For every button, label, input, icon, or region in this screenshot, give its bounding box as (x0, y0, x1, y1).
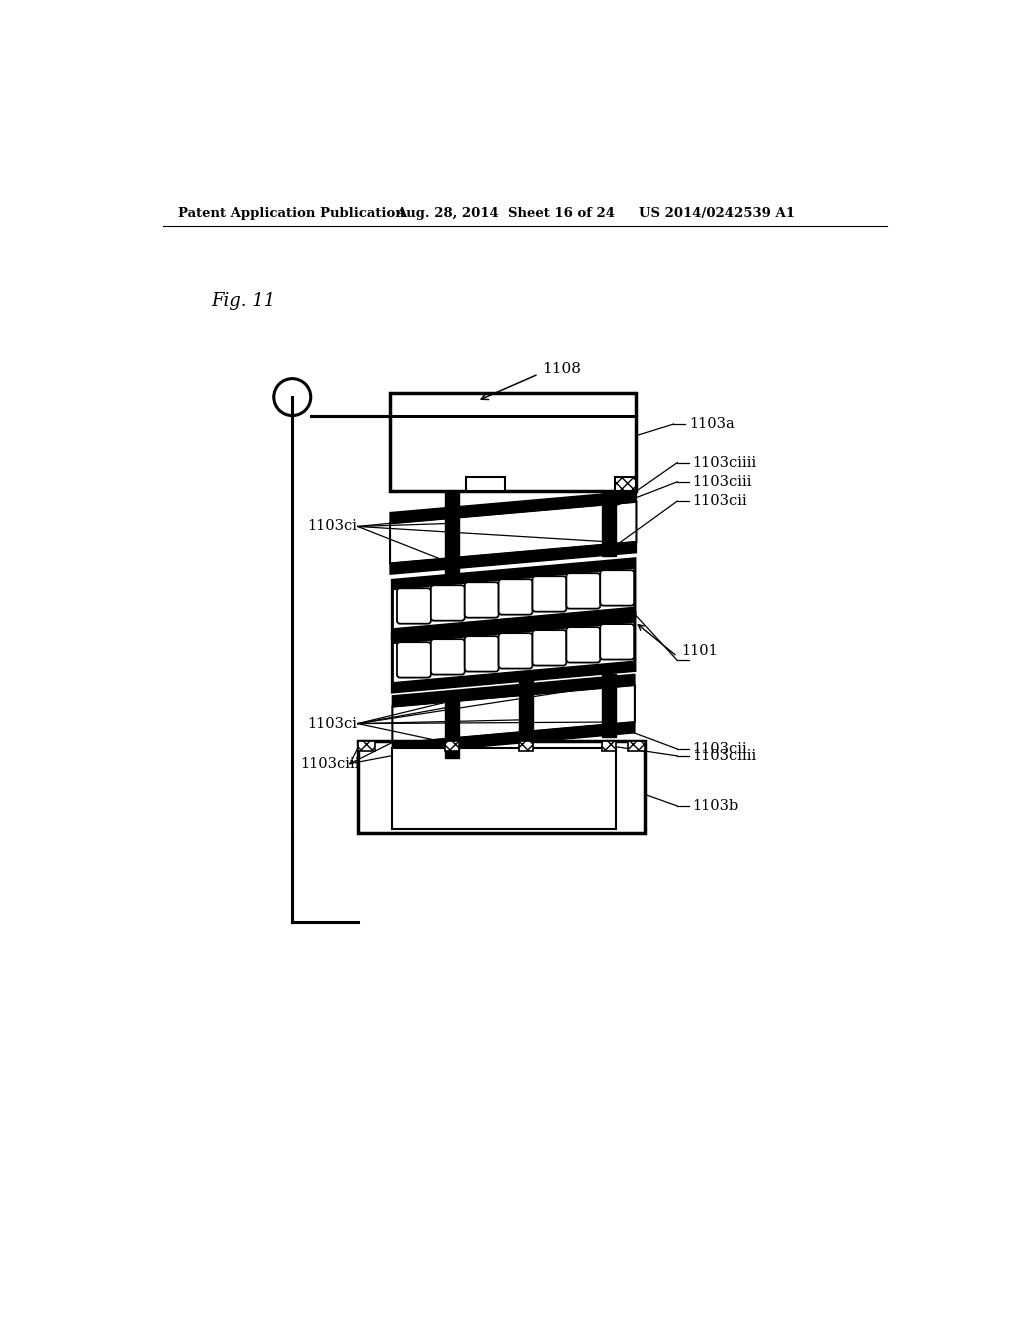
Text: 1103ciii: 1103ciii (300, 756, 359, 771)
Bar (519, 675, 534, 737)
Text: 1103b: 1103b (692, 799, 739, 813)
Text: Fig. 11: Fig. 11 (211, 292, 275, 310)
Bar (602, 741, 615, 751)
Text: Patent Application Publication: Patent Application Publication (178, 207, 406, 220)
Text: 1108: 1108 (543, 362, 582, 376)
Bar (444, 696, 459, 758)
FancyBboxPatch shape (566, 573, 600, 609)
FancyBboxPatch shape (397, 643, 431, 677)
Text: Aug. 28, 2014  Sheet 16 of 24: Aug. 28, 2014 Sheet 16 of 24 (396, 207, 615, 220)
Polygon shape (392, 661, 635, 692)
FancyBboxPatch shape (499, 579, 532, 615)
Polygon shape (392, 722, 635, 755)
Text: 1103ciiii: 1103ciiii (692, 748, 757, 763)
Polygon shape (392, 612, 635, 644)
FancyBboxPatch shape (397, 589, 431, 624)
FancyBboxPatch shape (431, 639, 465, 675)
Bar (444, 491, 459, 578)
FancyBboxPatch shape (465, 582, 499, 618)
Bar (614, 478, 637, 491)
Polygon shape (390, 543, 637, 574)
Bar (628, 741, 645, 751)
Text: 1103ciii: 1103ciii (692, 475, 753, 488)
Polygon shape (392, 558, 635, 638)
Bar (357, 741, 375, 751)
FancyBboxPatch shape (532, 630, 566, 665)
Polygon shape (392, 612, 635, 692)
Text: US 2014/0242539 A1: US 2014/0242539 A1 (639, 207, 795, 220)
Text: 1103cii: 1103cii (692, 742, 748, 756)
Polygon shape (392, 607, 635, 638)
Bar (602, 491, 615, 557)
FancyBboxPatch shape (465, 636, 499, 672)
Bar (390, 393, 637, 491)
Polygon shape (392, 558, 635, 590)
Text: 1101: 1101 (681, 644, 718, 659)
Polygon shape (390, 502, 637, 564)
Text: 1103cii: 1103cii (692, 494, 748, 508)
Polygon shape (392, 685, 635, 743)
FancyBboxPatch shape (600, 570, 634, 606)
Bar (602, 675, 615, 737)
FancyBboxPatch shape (600, 624, 634, 660)
FancyBboxPatch shape (532, 577, 566, 611)
Polygon shape (392, 675, 635, 706)
Bar (444, 741, 459, 751)
FancyBboxPatch shape (499, 634, 532, 668)
FancyBboxPatch shape (431, 585, 465, 620)
Bar (466, 478, 505, 491)
FancyBboxPatch shape (566, 627, 600, 663)
Text: 1103a: 1103a (689, 417, 734, 432)
Text: 1103ciiii: 1103ciiii (692, 455, 757, 470)
Polygon shape (390, 491, 637, 524)
Bar (392, 748, 615, 829)
Text: 1103ci: 1103ci (307, 520, 357, 533)
Text: 1103ci: 1103ci (307, 717, 357, 730)
Bar (357, 741, 645, 833)
Bar (519, 741, 534, 751)
